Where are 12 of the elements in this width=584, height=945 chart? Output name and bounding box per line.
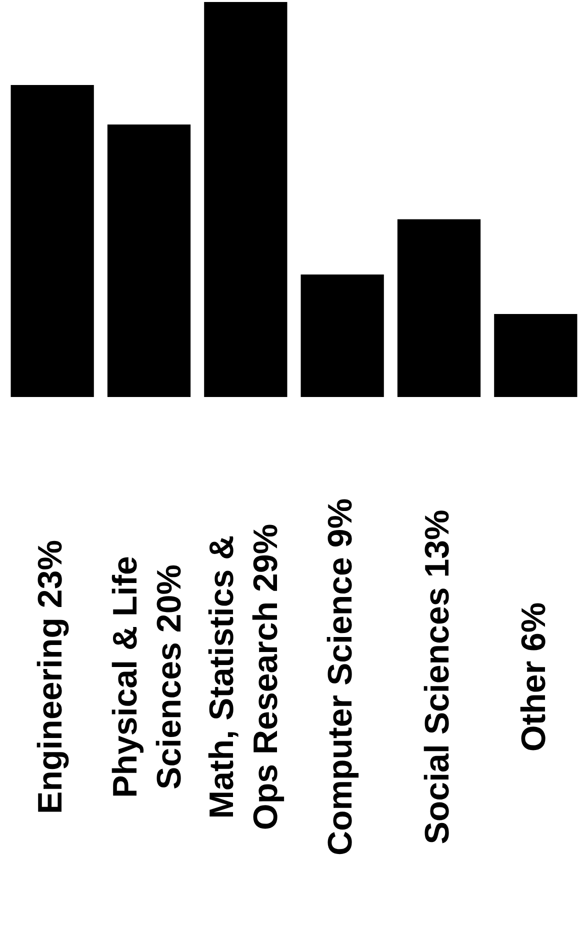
bar [10, 84, 94, 397]
bar [204, 2, 288, 397]
bar [107, 124, 191, 397]
x-tick-label: Physical & Life Sciences 20% [106, 556, 188, 798]
x-tick-label: Social Sciences 13% [418, 510, 456, 844]
bar [300, 274, 384, 397]
bar [494, 314, 578, 397]
x-tick-label: Other 6% [515, 602, 554, 752]
bar [397, 219, 481, 397]
x-tick-label: Engineering 23% [32, 540, 70, 814]
x-tick-label: Math, Statistics & Ops Research 29% [203, 524, 286, 830]
x-tick-label: Computer Science 9% [322, 498, 360, 856]
